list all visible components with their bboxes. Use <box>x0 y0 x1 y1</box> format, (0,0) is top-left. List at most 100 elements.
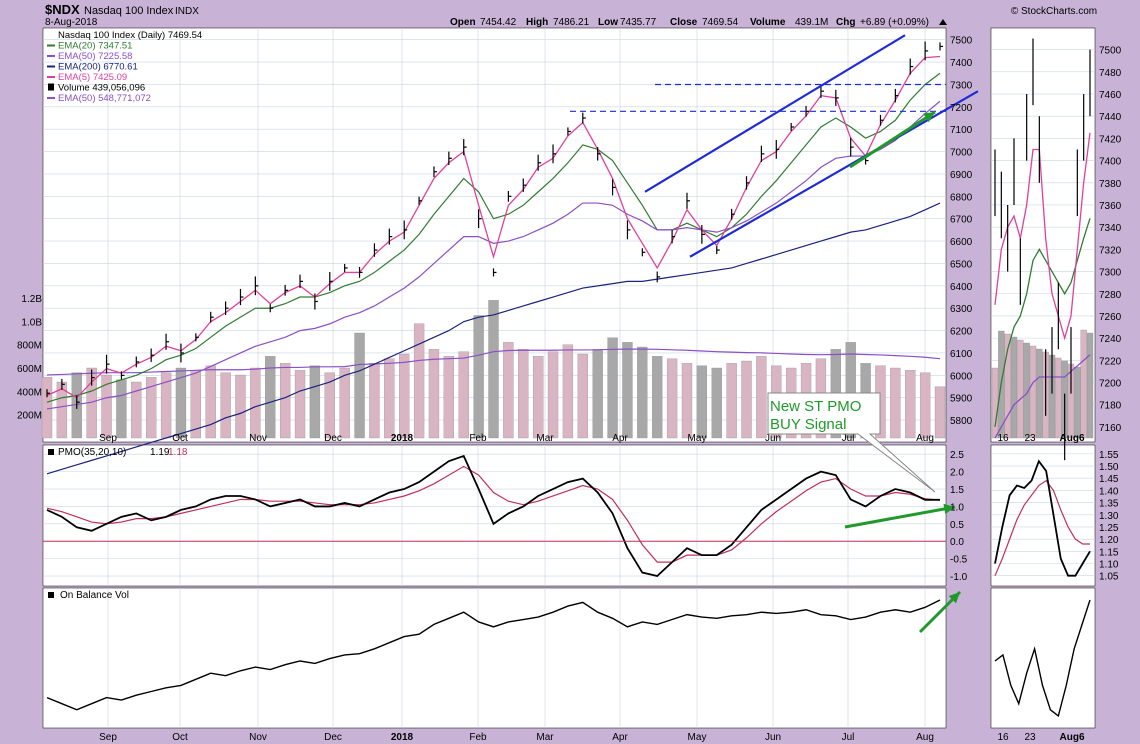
index-name: Nasdaq 100 Index <box>84 5 174 17</box>
zoom-volume-bar <box>1029 345 1037 439</box>
x-tick-label: Jun <box>765 732 781 743</box>
volume-bar <box>919 372 931 439</box>
volume-tick-label: 200M <box>17 411 42 422</box>
x-tick-label: Nov <box>249 433 267 444</box>
pmo-line <box>46 454 940 578</box>
volume-bar <box>309 365 321 439</box>
annotation-line-2: BUY Signal <box>770 416 846 433</box>
volume-bar <box>533 356 544 439</box>
volume-bar <box>294 370 306 439</box>
zoom-pmo-line <box>994 459 1091 577</box>
volume-bar <box>235 374 246 439</box>
zoom-pmo-tick-label: 1.10 <box>1099 560 1119 571</box>
pmo-legend-icon <box>48 449 54 455</box>
volume-ema50-line <box>46 348 941 376</box>
low-label: Low <box>598 17 618 28</box>
credit: © StockCharts.com <box>1011 6 1097 17</box>
price-series <box>46 41 943 711</box>
x-tick-label: May <box>688 732 707 743</box>
zoom-obv-panel <box>990 587 1096 729</box>
obv-legend-icon <box>48 592 54 598</box>
volume-bar <box>890 367 901 439</box>
pmo-tick-label: 0.0 <box>950 537 964 548</box>
zoom-pmo-tick-label: 1.30 <box>1099 511 1119 522</box>
volume-bar <box>41 377 53 439</box>
zoom-pmo-tick-label: 1.25 <box>1099 523 1119 534</box>
x-tick-label: Feb <box>469 732 487 743</box>
x-tick-label: Oct <box>172 732 188 743</box>
zoom-volume-bar <box>1074 366 1081 439</box>
price-tick-label: 6900 <box>950 170 973 181</box>
legend-item: EMA(5) 7425.09 <box>58 72 127 83</box>
open-label: Open <box>450 17 476 28</box>
pmo-tick-label: 2.5 <box>950 450 964 461</box>
zoom-tick-label: 7280 <box>1099 290 1122 301</box>
annotation-callout <box>767 392 936 493</box>
annotation-line-1: New ST PMO <box>770 398 861 415</box>
volume-bar <box>905 370 916 439</box>
price-tick-label: 6600 <box>950 237 973 248</box>
x-tick-label: Mar <box>536 732 554 743</box>
zoom-tick-label: 7300 <box>1099 268 1122 279</box>
volume-bar <box>488 300 499 439</box>
zoom-x-label: 16 <box>997 433 1009 444</box>
x-tick-label: Jun <box>765 433 781 444</box>
zoom-volume-bar <box>1086 332 1094 439</box>
annotations <box>43 34 979 634</box>
volume-bar <box>101 374 112 439</box>
zoom-tick-label: 7440 <box>1099 112 1122 123</box>
volume-bar <box>518 349 529 439</box>
zoom-ema50-line <box>994 354 1091 439</box>
price-tick-label: 6300 <box>950 304 973 315</box>
price-tick-label: 6500 <box>950 259 973 270</box>
price-tick-label: 6700 <box>950 215 973 226</box>
volume-tick-label: 600M <box>17 364 42 375</box>
x-tick-label: May <box>688 433 707 444</box>
volume-bar <box>547 351 559 439</box>
up-arrow-icon <box>939 19 947 25</box>
zoom-x-label: Aug6 <box>1060 433 1085 444</box>
pmo-tick-label: 1.5 <box>950 485 964 496</box>
legend-item: EMA(20) 7347.51 <box>58 41 132 52</box>
price-tick-label: 7300 <box>950 80 973 91</box>
price-tick-label: 7400 <box>950 58 973 69</box>
volume-bar <box>324 372 335 439</box>
x-tick-label: Apr <box>612 732 628 743</box>
x-tick-label: 2018 <box>391 732 414 743</box>
zoom-tick-label: 7180 <box>1099 401 1122 412</box>
price-tick-label: 5800 <box>950 416 973 427</box>
obv-arrow-head <box>948 592 960 604</box>
zoom-volume-bar <box>1036 348 1043 439</box>
zoom-pmo-tick-label: 1.55 <box>1099 450 1119 461</box>
x-tick-label: Oct <box>172 433 188 444</box>
zoom-volume-bar <box>991 367 999 439</box>
volume-bar <box>726 363 737 439</box>
volume-bar <box>562 344 574 439</box>
volume-bar <box>756 356 767 439</box>
legend-item: Volume 439,056,096 <box>58 83 145 94</box>
volume-tick-label: 1.2B <box>21 294 42 305</box>
price-arrow-head <box>923 112 935 123</box>
obv-label: On Balance Vol <box>60 590 129 601</box>
pmo-tick-label: -1.0 <box>950 572 968 583</box>
date: 8-Aug-2018 <box>45 17 98 28</box>
zoom-x-label: Aug6 <box>1060 732 1085 743</box>
volume-bar <box>845 342 856 439</box>
pmo-panel <box>42 444 947 587</box>
pmo-value-1: 1.19 <box>150 447 170 458</box>
zoom-tick-label: 7420 <box>1099 134 1122 145</box>
ema20-line <box>46 72 941 403</box>
zoom-tick-label: 7500 <box>1099 46 1122 57</box>
volume-bar <box>934 386 946 439</box>
price-tick-label: 7000 <box>950 148 973 159</box>
zoom-tick-label: 7160 <box>1099 423 1122 434</box>
volume-bar <box>741 360 752 439</box>
zoom-pmo-tick-label: 1.35 <box>1099 499 1119 510</box>
pmo-tick-label: 2.0 <box>950 468 964 479</box>
x-tick-label: Apr <box>612 433 628 444</box>
volume-tick-label: 1.0B <box>21 317 42 328</box>
volume-bar <box>399 353 410 439</box>
legend-swatch <box>48 83 54 91</box>
volume-bar <box>116 379 127 439</box>
